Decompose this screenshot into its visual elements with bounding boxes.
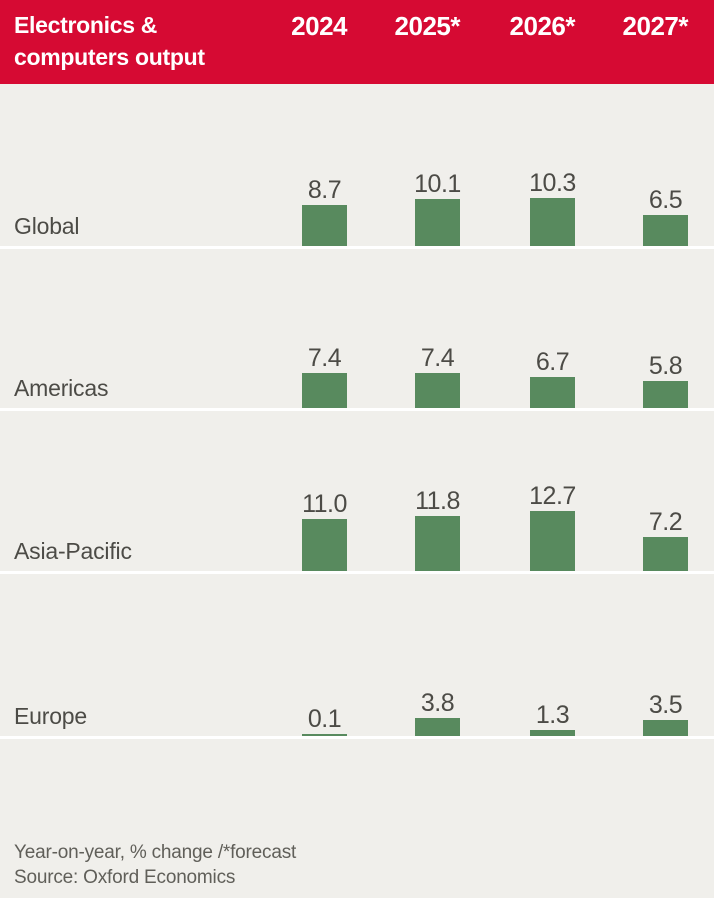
bar: [643, 215, 688, 246]
chart-body: Global 8.7 10.1 10.3 6.5 Americas 7.4 7.4 6.7 5.8…: [0, 84, 714, 840]
row-separator: [0, 408, 714, 411]
bar-value-label: 7.2: [648, 508, 683, 536]
column-header-2024: 2024: [291, 11, 347, 41]
bar-value-label: 11.0: [302, 490, 347, 518]
bar: [415, 373, 460, 408]
row-separator: [0, 246, 714, 249]
row-separator: [0, 736, 714, 739]
chart-title-line2: computers output: [14, 44, 205, 70]
bar: [530, 377, 575, 408]
bar-value-label: 7.4: [420, 344, 455, 372]
bar-value-label: 6.5: [648, 186, 683, 214]
bar: [643, 537, 688, 571]
bar-value-label: 6.7: [535, 348, 570, 376]
bar-value-label: 11.8: [415, 487, 460, 515]
bar: [302, 734, 347, 736]
bar: [302, 373, 347, 408]
bar: [530, 198, 575, 246]
bar: [530, 511, 575, 571]
bar-value-label: 10.3: [529, 169, 576, 197]
chart-footnote: Year-on-year, % change /*forecast: [14, 842, 297, 863]
bar: [643, 381, 688, 408]
row-label: Americas: [14, 375, 109, 401]
row-label: Asia-Pacific: [14, 538, 132, 564]
bar: [415, 199, 460, 246]
column-header-2025: 2025*: [394, 11, 461, 41]
bar-value-label: 8.7: [307, 176, 342, 204]
bar: [302, 205, 347, 246]
bar: [643, 720, 688, 736]
bar: [415, 516, 460, 571]
column-header-2026: 2026*: [509, 11, 576, 41]
chart-title-line1: Electronics &: [14, 12, 158, 38]
bar-value-label: 3.8: [420, 689, 455, 717]
chart-source: Source: Oxford Economics: [14, 867, 236, 888]
bar-value-label: 10.1: [414, 170, 461, 198]
row-separator: [0, 571, 714, 574]
bar-value-label: 3.5: [648, 691, 683, 719]
bar: [530, 730, 575, 736]
chart-title: Electronics & computers output: [14, 9, 205, 73]
bar-value-label: 1.3: [535, 701, 570, 729]
column-header-2027: 2027*: [622, 11, 689, 41]
bar-value-label: 7.4: [307, 344, 342, 372]
bar: [302, 519, 347, 571]
bar-value-label: 12.7: [529, 482, 576, 510]
bar: [415, 718, 460, 736]
chart-header: Electronics & computers output 2024 2025…: [0, 0, 714, 84]
row-label: Europe: [14, 703, 87, 729]
bar-value-label: 0.1: [307, 705, 342, 733]
bar-value-label: 5.8: [648, 352, 683, 380]
row-label: Global: [14, 213, 80, 239]
